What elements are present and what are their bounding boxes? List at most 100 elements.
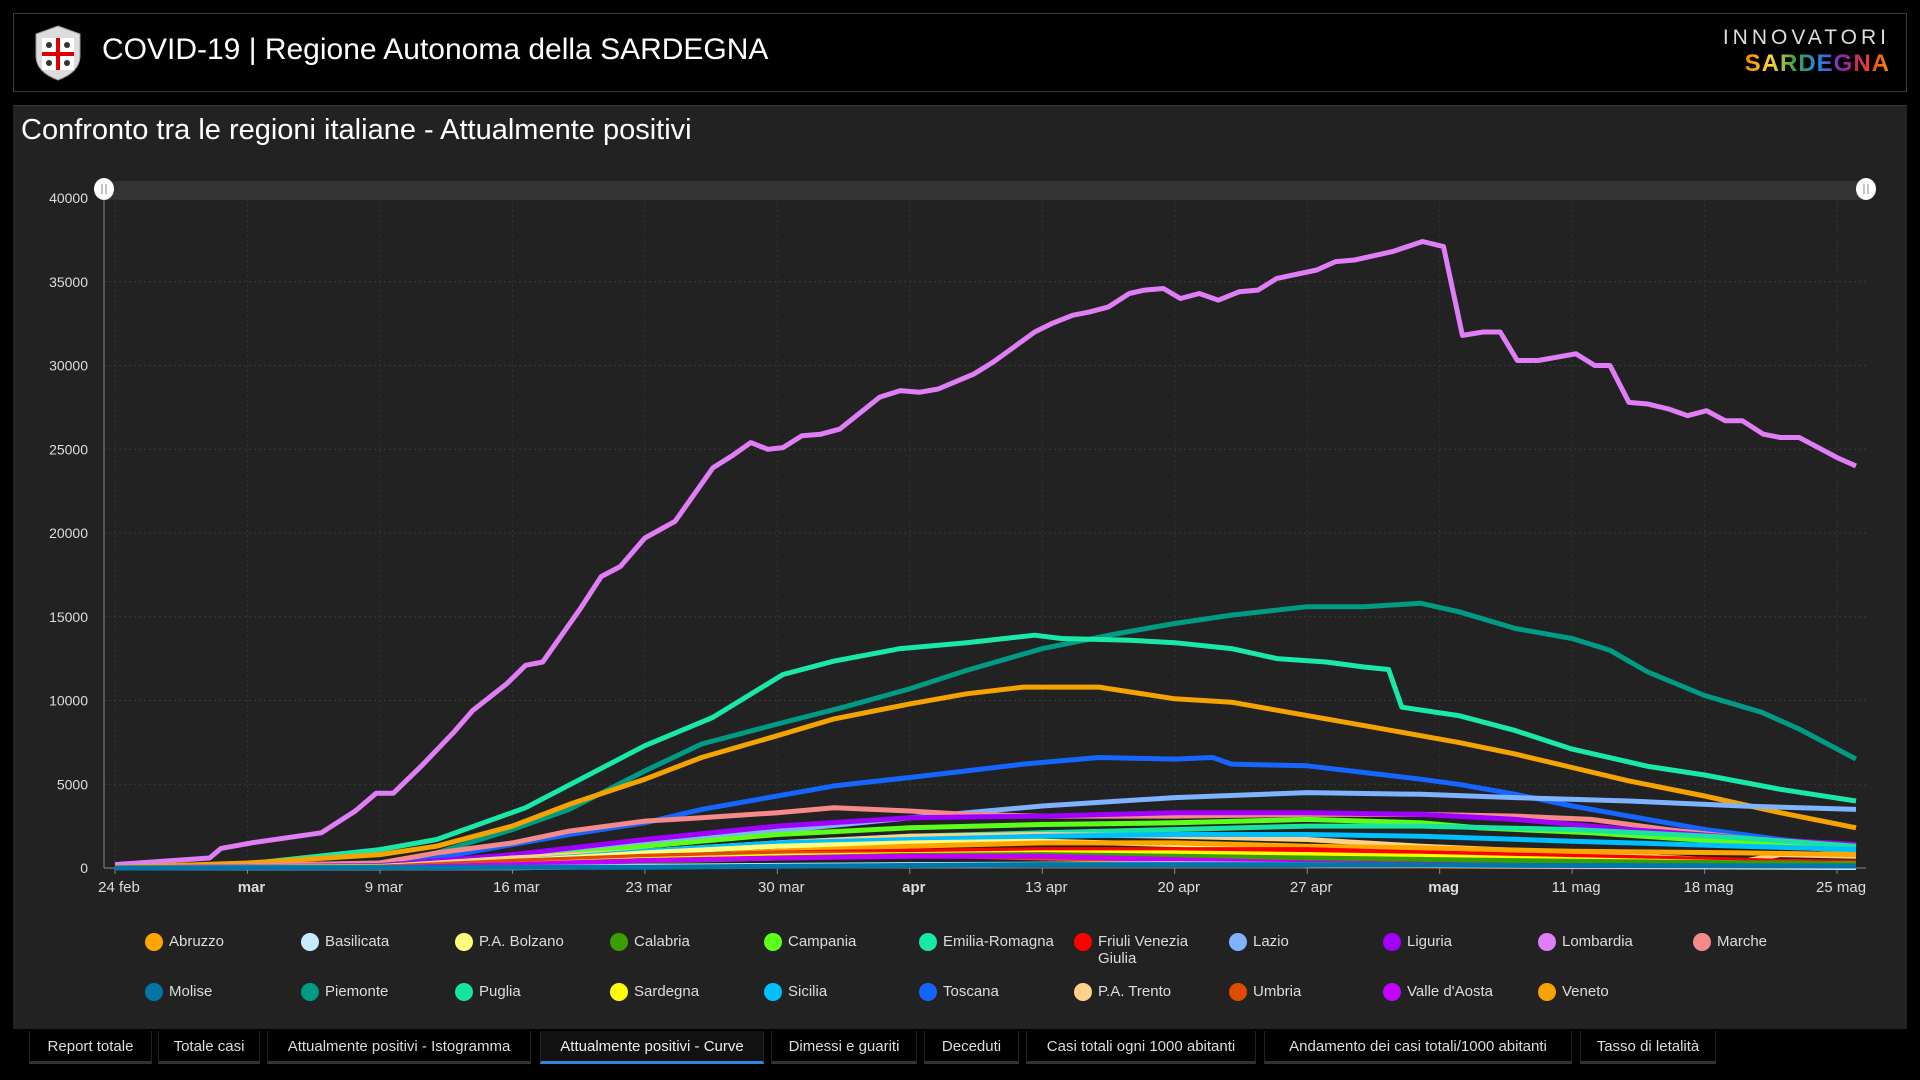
legend-label: Veneto [1562, 983, 1609, 1000]
y-tick-label: 5000 [57, 776, 88, 792]
y-tick-label: 30000 [49, 358, 88, 374]
legend-item-marche[interactable]: Marche [1693, 933, 1843, 951]
zoom-slider-track[interactable] [104, 181, 1866, 200]
legend-color-swatch [301, 933, 319, 951]
tab-dimessi-e-guariti[interactable]: Dimessi e guariti [771, 1031, 917, 1064]
legend-item-lombardia[interactable]: Lombardia [1538, 933, 1688, 951]
zoom-slider-start-handle[interactable] [94, 178, 114, 200]
legend-color-swatch [1538, 983, 1556, 1001]
y-tick-label: 25000 [49, 441, 88, 457]
legend-color-swatch [1383, 933, 1401, 951]
legend-color-swatch [1074, 933, 1092, 951]
x-tick-label: 11 mag [1552, 879, 1601, 896]
legend-label: Umbria [1253, 983, 1302, 1000]
legend-color-swatch [764, 983, 782, 1001]
series-line-marche[interactable] [114, 805, 1857, 871]
legend-label: P.A. Bolzano [479, 933, 564, 950]
legend-color-swatch [301, 983, 319, 1001]
zoom-slider-end-handle[interactable] [1856, 178, 1876, 200]
tab-totale-casi[interactable]: Totale casi [158, 1031, 260, 1064]
legend-item-veneto[interactable]: Veneto [1538, 983, 1688, 1001]
x-tick-label: 24 feb [98, 879, 140, 896]
chart-title: Confronto tra le regioni italiane - Attu… [21, 114, 692, 146]
legend-label: Emilia-Romagna [943, 933, 1054, 950]
y-axis-ticks: 0 5000 10000 15000 20000 25000 30000 35000 40000 [49, 190, 88, 876]
legend-label: Liguria [1407, 933, 1453, 950]
legend-label: Toscana [943, 983, 999, 1000]
legend-item-calabria[interactable]: Calabria [610, 933, 760, 951]
tab-andamento-dei-casi-totali-1000-abitanti[interactable]: Andamento dei casi totali/1000 abitanti [1264, 1031, 1572, 1064]
legend-color-swatch [1538, 933, 1556, 951]
x-tick-label: 20 apr [1157, 879, 1200, 896]
series-line-lombardia[interactable] [114, 239, 1858, 868]
x-tick-label: 30 mar [758, 879, 805, 896]
legend-item-molise[interactable]: Molise [145, 983, 295, 1001]
legend-label: Campania [788, 933, 857, 950]
legend-item-umbria[interactable]: Umbria [1229, 983, 1379, 1001]
tab-report-totale[interactable]: Report totale [29, 1031, 152, 1064]
legend-item-sardegna[interactable]: Sardegna [610, 983, 760, 1001]
x-tick-label: apr [902, 879, 926, 896]
tab-attualmente-positivi-istogramma[interactable]: Attualmente positivi - Istogramma [267, 1031, 531, 1064]
legend-item-sicilia[interactable]: Sicilia [764, 983, 914, 1001]
x-tick-label: mag [1428, 879, 1459, 896]
y-tick-label: 40000 [49, 190, 88, 206]
legend-item-p-a-bolzano[interactable]: P.A. Bolzano [455, 933, 605, 951]
legend-item-valle-d-aosta[interactable]: Valle d'Aosta [1383, 983, 1533, 1001]
legend-item-abruzzo[interactable]: Abruzzo [145, 933, 295, 951]
legend-item-piemonte[interactable]: Piemonte [301, 983, 451, 1001]
x-tick-label: 9 mar [365, 879, 403, 896]
app-header: COVID-19 | Regione Autonoma della SARDEG… [13, 13, 1907, 92]
legend-label: Marche [1717, 933, 1768, 950]
legend-color-swatch [1074, 983, 1092, 1001]
series-line-liguria[interactable] [114, 810, 1857, 871]
tab-attualmente-positivi-curve[interactable]: Attualmente positivi - Curve [540, 1031, 764, 1064]
tab-deceduti[interactable]: Deceduti [924, 1031, 1019, 1064]
legend-label: Molise [169, 983, 213, 1000]
legend-color-swatch [919, 983, 937, 1001]
x-tick-label: 23 mar [626, 879, 673, 896]
tab-tasso-di-letalit-[interactable]: Tasso di letalità [1580, 1031, 1716, 1064]
brand-line-1: INNOVATORI [1722, 26, 1890, 49]
legend-color-swatch [1229, 933, 1247, 951]
series-line-toscana[interactable] [114, 755, 1857, 871]
legend-label: P.A. Trento [1098, 983, 1172, 1000]
legend-label: Piemonte [325, 983, 389, 1000]
legend-item-friuli-venezia-giulia[interactable]: Friuli Venezia Giulia [1074, 933, 1224, 967]
x-tick-label: 27 apr [1290, 879, 1333, 896]
legend-color-swatch [145, 933, 163, 951]
series-line-veneto[interactable] [114, 684, 1857, 870]
x-tick-label: 18 mag [1684, 879, 1734, 896]
innovatori-sardegna-logo: INNOVATORI SARDEGNA [1723, 26, 1890, 78]
app-title: COVID-19 | Regione Autonoma della SARDEG… [102, 33, 769, 66]
legend-label: Valle d'Aosta [1407, 983, 1493, 1000]
legend-color-swatch [455, 983, 473, 1001]
legend-color-swatch [1229, 983, 1247, 1001]
legend-label: Basilicata [325, 933, 390, 950]
y-tick-label: 10000 [49, 693, 88, 709]
series-line-molise[interactable] [114, 862, 1857, 871]
legend-color-swatch [610, 933, 628, 951]
y-tick-label: 15000 [49, 609, 88, 625]
legend-item-basilicata[interactable]: Basilicata [301, 933, 451, 951]
legend-item-toscana[interactable]: Toscana [919, 983, 1069, 1001]
x-tick-label: 16 mar [493, 879, 540, 896]
y-tick-label: 0 [80, 860, 88, 876]
y-tick-label: 20000 [49, 525, 88, 541]
legend-item-lazio[interactable]: Lazio [1229, 933, 1379, 951]
legend-item-emilia-romagna[interactable]: Emilia-Romagna [919, 933, 1069, 951]
series-line-emilia-romagna[interactable] [114, 632, 1857, 871]
tab-casi-totali-ogni-1000-abitanti[interactable]: Casi totali ogni 1000 abitanti [1026, 1031, 1256, 1064]
legend-item-liguria[interactable]: Liguria [1383, 933, 1533, 951]
series-lines [114, 239, 1858, 871]
legend-label: Friuli Venezia Giulia [1098, 933, 1189, 967]
legend-label: Sicilia [788, 983, 828, 1000]
legend-item-puglia[interactable]: Puglia [455, 983, 605, 1001]
legend-color-swatch [764, 933, 782, 951]
legend-color-swatch [145, 983, 163, 1001]
tab-bar: Report totale Totale casi Attualmente posi… [0, 1031, 1920, 1065]
legend-item-p-a-trento[interactable]: P.A. Trento [1074, 983, 1224, 1001]
legend-item-campania[interactable]: Campania [764, 933, 914, 951]
